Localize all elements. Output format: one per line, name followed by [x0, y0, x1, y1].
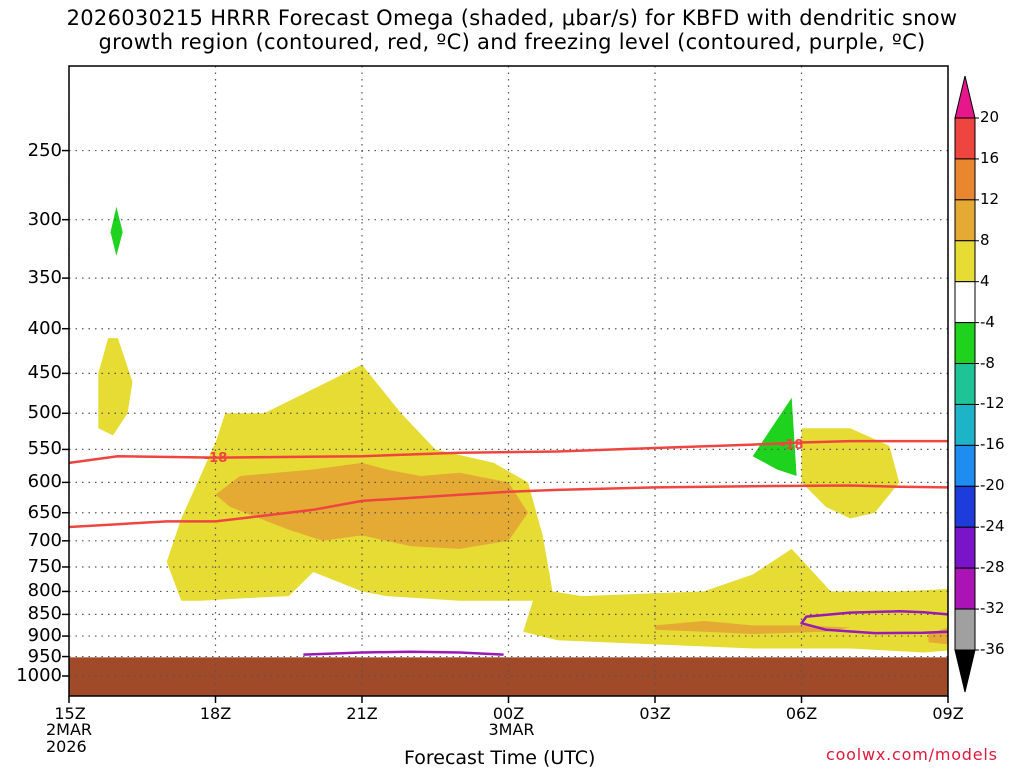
colorbar-label: 12	[980, 189, 1000, 208]
y-tick-label: 900	[27, 625, 62, 647]
plot-content: -18 -18	[69, 66, 948, 696]
x-tick-label: 06Z	[785, 704, 818, 723]
chart-title: 2026030215 HRRR Forecast Omega (shaded, …	[0, 6, 1024, 54]
contour-freezing-level-bottom	[303, 650, 504, 656]
x-tick-label: 15Z	[54, 704, 86, 723]
colorbar-bin	[954, 526, 976, 569]
colorbar-label: 4	[980, 271, 990, 290]
x-tick-sublabel: 2MAR	[46, 720, 93, 739]
colorbar-bin	[954, 117, 976, 160]
colorbar-bin	[954, 199, 976, 242]
colorbar-bin	[954, 240, 976, 283]
y-tick-label: 1000	[16, 665, 62, 686]
y-tick-label: 850	[27, 603, 62, 625]
colorbar-bottom-arrow	[954, 649, 976, 693]
contour-dgz-lower-isotherm	[69, 484, 948, 529]
region-omega-neg4to8-right	[752, 397, 797, 476]
y-tick-label: 450	[27, 362, 62, 384]
y-tick-label: 650	[27, 501, 62, 523]
colorbar-label: 16	[980, 148, 1000, 167]
x-tick-sublabel: 3MAR	[488, 720, 535, 739]
colorbar-label: -32	[980, 599, 1005, 618]
colorbar-bin	[954, 444, 976, 487]
x-tick-label: 03Z	[639, 704, 671, 723]
source-credit: coolwx.com/models	[826, 745, 998, 764]
colorbar	[954, 75, 979, 693]
colorbar-bin	[954, 608, 976, 651]
x-axis-label: Forecast Time (UTC)	[404, 747, 596, 769]
x-tick-label: 18Z	[199, 704, 232, 723]
colorbar-label: -12	[980, 394, 1005, 413]
colorbar-bin	[954, 281, 976, 324]
y-tick-label: 500	[27, 402, 62, 424]
colorbar-label: -16	[980, 435, 1005, 454]
colorbar-bin	[954, 485, 976, 528]
y-tick-label: 800	[27, 580, 62, 602]
contour-freezing-level-right	[800, 610, 948, 635]
y-tick-label: 300	[27, 208, 62, 230]
colorbar-bin	[954, 322, 976, 365]
contour-label: -18	[780, 438, 804, 453]
colorbar-label: 8	[980, 230, 990, 249]
region-omega-4to8-upper-left	[98, 338, 133, 436]
colorbar-label: -24	[980, 517, 1005, 536]
y-tick-label: 600	[27, 471, 62, 493]
chart-title-line2: growth region (contoured, red, ºC) and f…	[98, 30, 926, 54]
y-tick-label: 350	[27, 267, 62, 289]
x-tick-label: 00Z	[492, 704, 525, 723]
colorbar-label: -8	[980, 353, 995, 372]
y-tick-label: 400	[27, 317, 62, 339]
contour-label: -18	[204, 451, 228, 466]
x-tick-label: 21Z	[346, 704, 378, 723]
region-omega-8to12-center	[215, 462, 528, 549]
colorbar-bin	[954, 567, 976, 610]
x-tick-label: 09Z	[932, 704, 964, 723]
chart-title-line1: 2026030215 HRRR Forecast Omega (shaded, …	[66, 6, 958, 30]
x-tick-sublabel: 2026	[46, 737, 87, 756]
ground-fill	[69, 657, 948, 696]
colorbar-label: -36	[980, 640, 1005, 658]
colorbar-label: -28	[980, 558, 1005, 577]
y-tick-label: 950	[27, 645, 62, 667]
region-omega-4to8-right	[801, 428, 900, 519]
colorbar-bin	[954, 363, 976, 405]
region-omega-8to12-lower-right	[655, 621, 851, 634]
colorbar-top-arrow	[954, 75, 976, 119]
colorbar-label: -4	[980, 312, 995, 331]
contour-dgz-upper-isotherm	[69, 439, 948, 465]
colorbar-label: -20	[980, 476, 1005, 495]
colorbar-bin	[954, 158, 976, 201]
y-tick-label: 700	[27, 529, 62, 551]
colorbar-bin	[954, 403, 976, 446]
y-tick-label: 550	[27, 438, 62, 460]
y-tick-label: 750	[27, 555, 62, 577]
region-omega-neg4to8-upper	[110, 206, 123, 256]
colorbar-label: 20	[980, 108, 1000, 126]
y-tick-label: 250	[27, 139, 62, 161]
